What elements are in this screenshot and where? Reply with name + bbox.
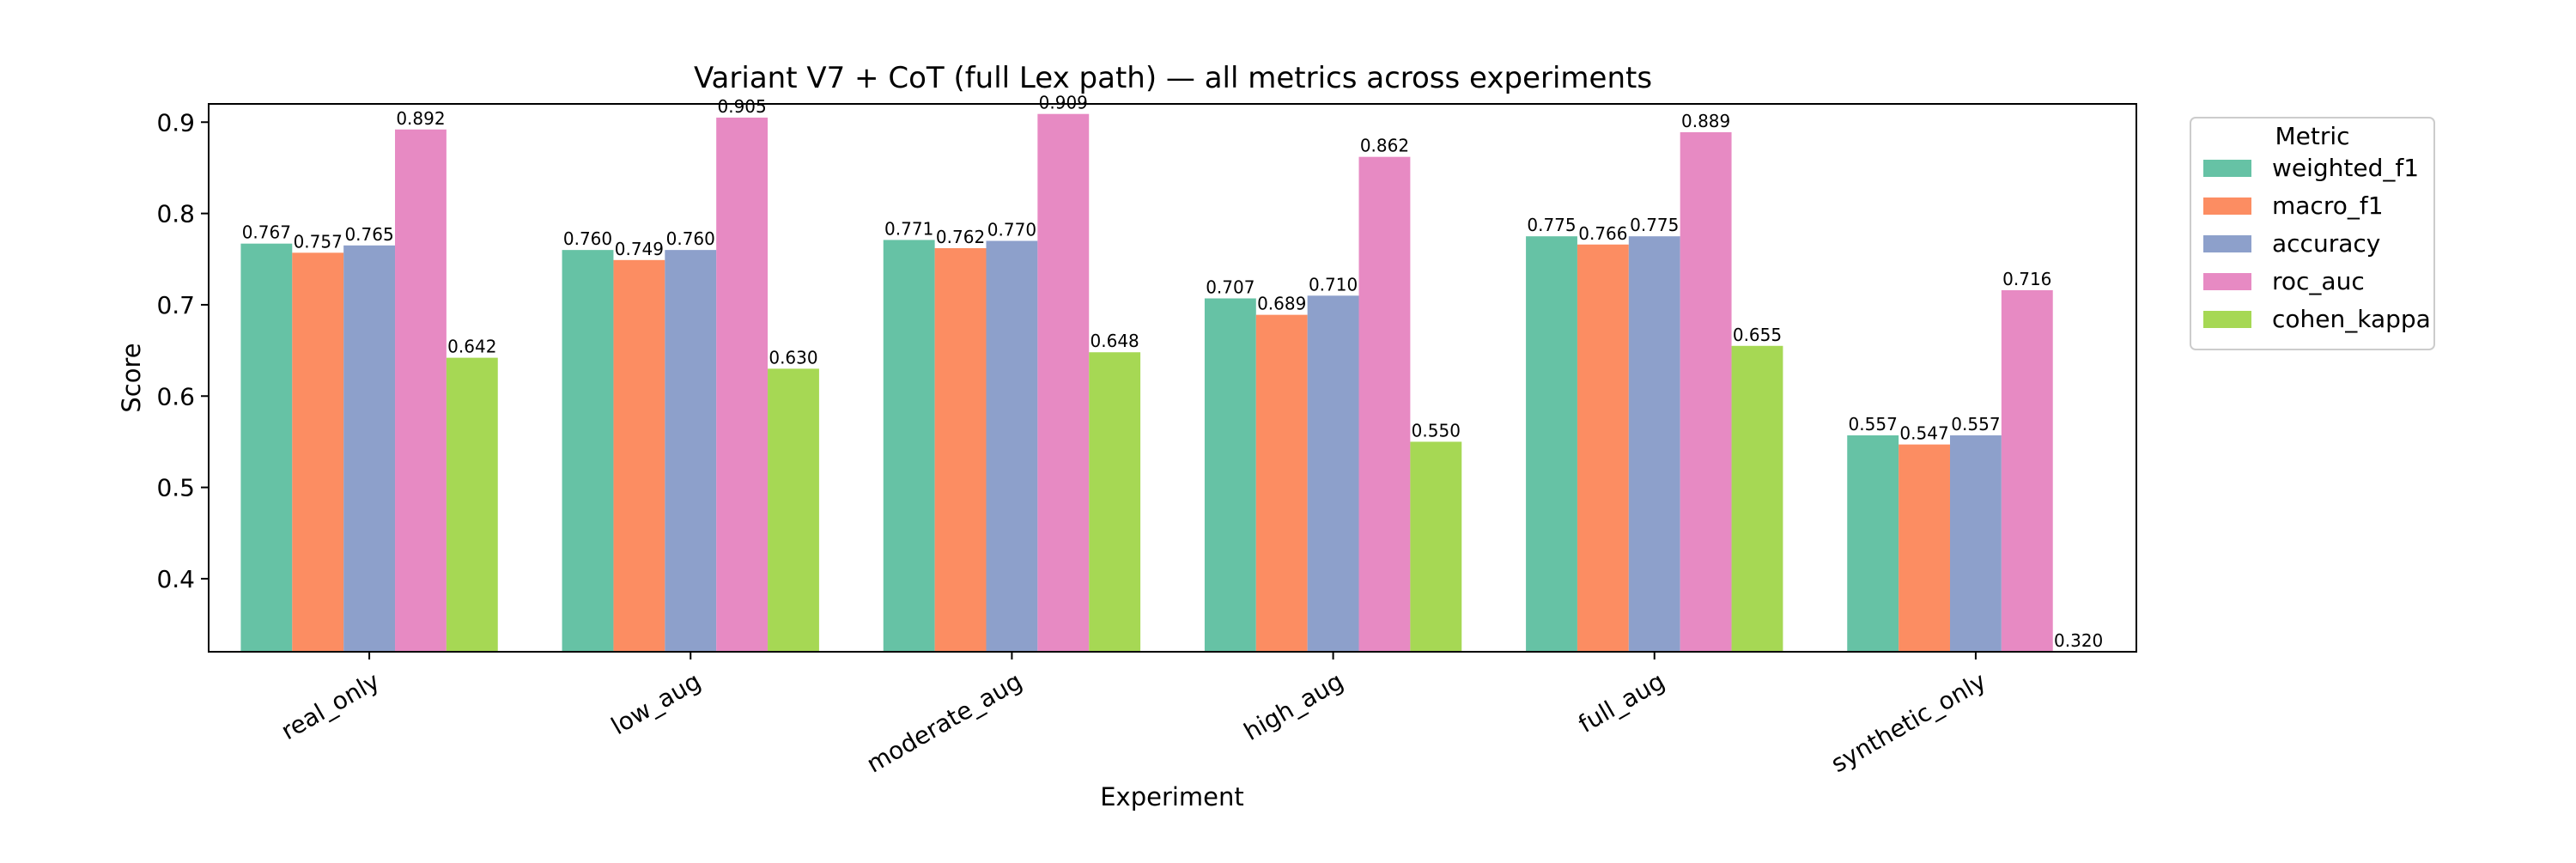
legend: Metric weighted_f1 macro_f1 accuracy roc_au… [2190,117,2435,350]
bar-value-label: 0.757 [294,231,343,252]
bar-value-label: 0.710 [1309,274,1358,295]
legend-swatch-roc_auc [2203,273,2251,290]
bar-cohen_kappa-low_aug [768,368,819,652]
legend-label-macro_f1: macro_f1 [2272,191,2384,220]
legend-swatch-weighted_f1 [2203,160,2251,177]
legend-swatch-macro_f1 [2203,198,2251,215]
bar-accuracy-real_only [343,245,396,652]
bar-weighted_f1-full_aug [1526,236,1577,652]
bar-value-label: 0.775 [1527,215,1576,235]
x-axis-label: Experiment [1100,782,1244,811]
bar-macro_f1-full_aug [1577,244,1629,652]
bars-layer [240,113,2053,653]
legend-swatch-accuracy [2203,235,2251,252]
bar-value-label: 0.766 [1578,223,1627,244]
bar-weighted_f1-real_only [240,243,293,652]
bar-value-label: 0.648 [1091,331,1139,351]
y-axis-label: Score [117,343,146,412]
bar-accuracy-full_aug [1628,236,1680,652]
bar-value-label: 0.655 [1733,325,1782,345]
bar-value-label: 0.765 [344,224,393,245]
bar-value-label: 0.547 [1899,423,1948,444]
legend-label-accuracy: accuracy [2272,229,2380,258]
legend-label-roc_auc: roc_auc [2272,267,2365,295]
bar-labels-layer: 0.767 0.757 0.765 0.892 0.642 0.760 0.749 0.760… [242,93,2104,651]
legend-swatch-cohen_kappa [2203,311,2251,328]
bar-macro_f1-low_aug [613,259,665,652]
bar-value-label: 0.762 [936,227,985,247]
y-tick-label: 0.5 [156,474,195,502]
bar-value-label: 0.557 [1849,414,1898,435]
bar-accuracy-low_aug [665,250,717,652]
bar-value-label: 0.760 [666,228,715,249]
bar-value-label: 0.557 [1951,414,2000,435]
bar-cohen_kappa-real_only [446,357,498,652]
bar-cohen_kappa-full_aug [1731,345,1783,652]
bar-value-label: 0.716 [2002,269,2051,289]
bar-weighted_f1-low_aug [562,250,614,652]
bar-value-label: 0.749 [615,239,664,259]
bar-macro_f1-real_only [292,252,344,652]
bar-value-label: 0.320 [2054,630,2103,651]
bar-weighted_f1-synthetic_only [1847,435,1899,652]
legend-label-cohen_kappa: cohen_kappa [2272,305,2431,333]
y-tick-label: 0.9 [156,108,195,137]
bar-roc_auc-synthetic_only [2001,289,2053,652]
bar-accuracy-high_aug [1307,295,1359,652]
y-axis: 0.4 0.5 0.6 0.7 0.8 0.9 [156,108,209,593]
bar-value-label: 0.771 [884,218,933,239]
y-tick-label: 0.8 [156,200,195,228]
bar-value-label: 0.550 [1412,420,1461,441]
plot-frame [208,103,2137,653]
bar-roc_auc-high_aug [1358,156,1411,653]
bar-roc_auc-real_only [395,129,447,652]
bar-value-label: 0.770 [987,220,1036,240]
y-tick-label: 0.4 [156,565,195,593]
bar-value-label: 0.909 [1039,93,1088,113]
bar-macro_f1-moderate_aug [934,248,987,652]
bar-weighted_f1-high_aug [1204,298,1256,652]
bar-value-label: 0.862 [1360,136,1409,156]
bar-weighted_f1-moderate_aug [883,240,935,652]
bar-macro_f1-synthetic_only [1899,444,1950,652]
bar-cohen_kappa-high_aug [1410,441,1462,652]
bar-value-label: 0.889 [1681,111,1730,131]
bar-value-label: 0.775 [1630,215,1679,235]
bar-value-label: 0.905 [717,96,766,117]
bar-roc_auc-moderate_aug [1037,113,1090,652]
bar-value-label: 0.689 [1257,294,1306,314]
bar-roc_auc-full_aug [1680,131,1732,652]
bar-value-label: 0.892 [396,108,445,129]
bar-accuracy-moderate_aug [986,240,1038,652]
chart-title: Variant V7 + CoT (full Lex path) — all m… [694,61,1652,95]
bar-value-label: 0.767 [242,222,291,243]
y-tick-label: 0.6 [156,382,195,410]
bar-value-label: 0.630 [769,347,817,368]
bar-macro_f1-high_aug [1255,314,1308,652]
bar-value-label: 0.642 [447,337,496,357]
bar-roc_auc-low_aug [716,117,769,652]
bar-value-label: 0.760 [563,228,612,249]
bar-accuracy-synthetic_only [1949,435,2002,652]
bar-value-label: 0.707 [1206,277,1255,297]
bar-cohen_kappa-moderate_aug [1089,352,1141,652]
legend-title: Metric [2275,122,2349,150]
y-tick-label: 0.7 [156,291,195,319]
legend-label-weighted_f1: weighted_f1 [2272,154,2419,182]
